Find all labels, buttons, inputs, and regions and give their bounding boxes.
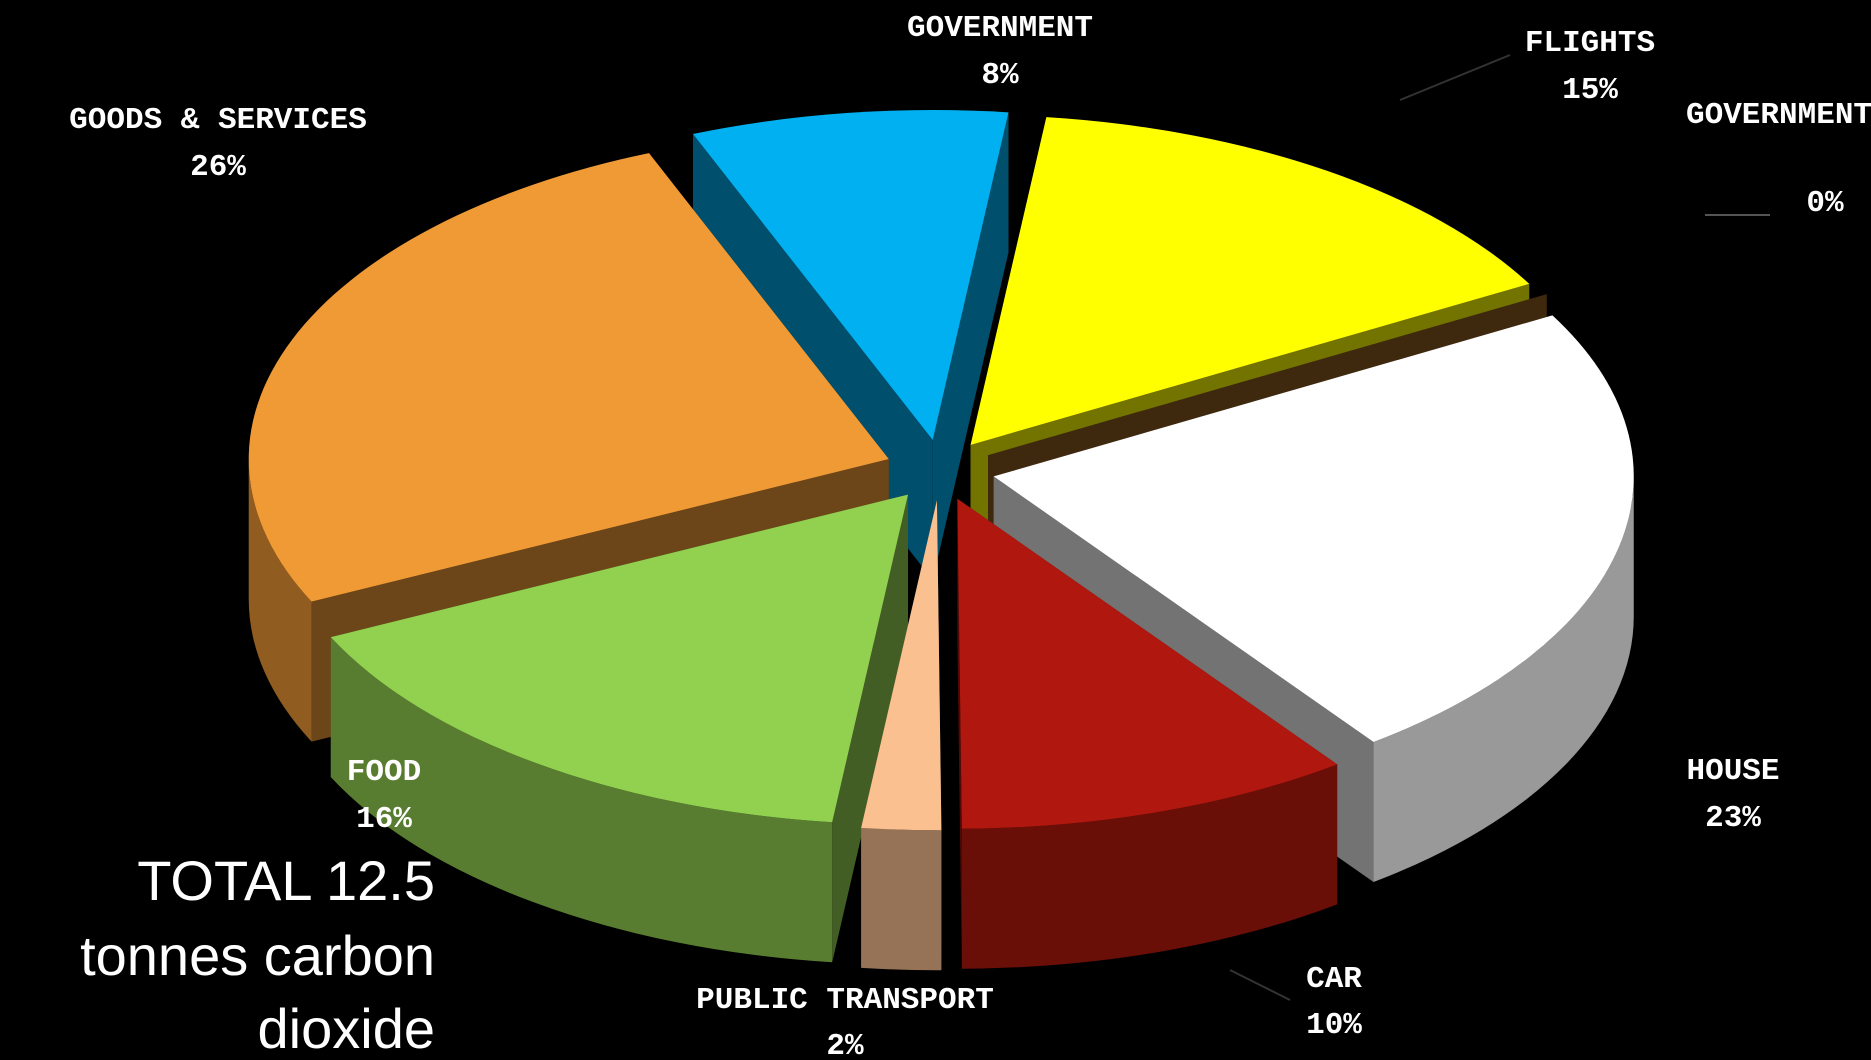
value-label: 15% <box>1562 73 1618 108</box>
slice-top <box>330 494 908 823</box>
slice-wall <box>248 459 312 742</box>
value-label: 8% <box>981 58 1019 93</box>
annotation: tonnes carbon <box>80 924 435 987</box>
slice-label: GOVERNMENT <box>907 11 1093 46</box>
slice-top <box>248 153 889 602</box>
value-label: 0% <box>1806 186 1844 221</box>
value-label: 10% <box>1306 1008 1362 1043</box>
slice-top <box>993 315 1634 743</box>
slice-wall <box>961 764 1338 969</box>
slice-label: CAR <box>1306 962 1362 997</box>
slice-label: HOUSE <box>1686 754 1779 789</box>
slice-label: FLIGHTS <box>1525 26 1655 61</box>
slice <box>861 500 942 971</box>
slice-label: PUBLIC TRANSPORT <box>696 983 994 1018</box>
slice-label: GOVERNMENT <box>1686 98 1871 133</box>
slice-top <box>692 110 1009 441</box>
slice-label: GOODS & SERVICES <box>69 103 367 138</box>
leader-line <box>1399 54 1511 101</box>
leader-line <box>1229 969 1291 1001</box>
slice-wall <box>330 637 833 963</box>
pie <box>248 110 1634 971</box>
slice-top <box>957 498 1338 829</box>
slice-top <box>861 500 942 831</box>
slice-side <box>932 112 1009 581</box>
slice <box>957 498 1338 969</box>
slice <box>330 494 908 963</box>
value-label: 16% <box>356 802 412 837</box>
value-label: 23% <box>1705 801 1761 836</box>
value-label: 2% <box>826 1029 864 1060</box>
slice-top <box>970 117 1530 445</box>
slice-label: FOOD <box>347 755 421 790</box>
annotation: dioxide <box>258 997 435 1060</box>
slice-wall <box>1373 476 1634 883</box>
annotation: TOTAL 12.5 <box>137 849 435 912</box>
slice-side <box>957 498 962 969</box>
slice-wall <box>861 827 942 971</box>
value-label: 26% <box>190 150 246 185</box>
